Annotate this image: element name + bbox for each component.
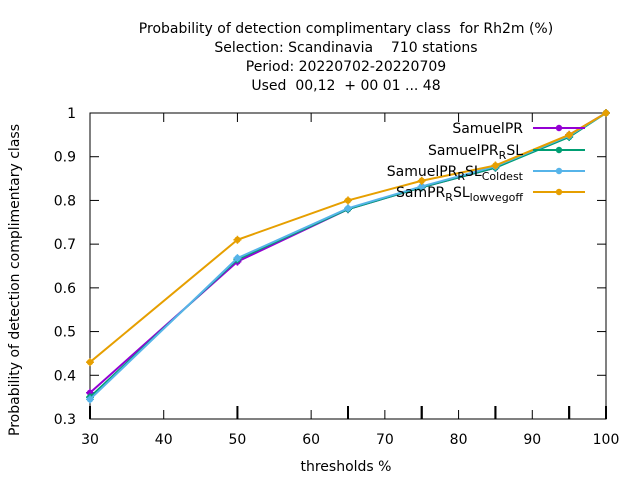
y-tick-label: 0.9 (54, 150, 76, 166)
x-axis-label: thresholds % (301, 459, 392, 475)
title-line: Period: 20220702-20220709 (246, 59, 446, 75)
legend-sample-marker (555, 124, 563, 132)
title-line: Used 00,12 + 00 01 ... 48 (251, 78, 440, 94)
plot-series (86, 109, 610, 404)
y-tick-label: 1 (67, 106, 76, 122)
chart-title: Probability of detection complimentary c… (139, 21, 553, 94)
y-axis-label: Probability of detection complimentary c… (7, 124, 23, 436)
y-tick-label: 0.7 (54, 237, 76, 253)
y-tick-label: 0.4 (54, 368, 76, 384)
series-line (89, 112, 607, 394)
x-tick-label: 50 (229, 432, 247, 448)
x-tick-label: 100 (593, 432, 620, 448)
y-tick-label: 0.8 (54, 193, 76, 209)
axis-ticks: 30 40 50 60 70 80 90 100 0.3 0.4 0.5 0.6 0.7 0.8 0.9 1 (54, 106, 620, 448)
title-line: Probability of detection complimentary c… (139, 21, 553, 37)
legend-label: SamuelPRRSL (428, 143, 523, 162)
y-tick-label: 0.6 (54, 281, 76, 297)
x-tick-label: 80 (450, 432, 468, 448)
x-tick-label: 90 (523, 432, 541, 448)
series-line (89, 112, 607, 401)
legend-sample-marker (555, 188, 563, 196)
y-tick-label: 0.5 (54, 325, 76, 341)
title-line: Selection: Scandinavia 710 stations (214, 40, 477, 56)
x-tick-label: 30 (81, 432, 99, 448)
x-tick-label: 70 (376, 432, 394, 448)
legend-label: SamuelPRRSLColdest (387, 164, 524, 183)
legend-sample-marker (555, 167, 563, 175)
legend-sample-marker (555, 146, 563, 154)
x-tick-label: 40 (155, 432, 173, 448)
series-line (89, 112, 607, 398)
legend-label: SamuelPR (452, 121, 523, 137)
y-tick-label: 0.3 (54, 412, 76, 428)
plot-frame (89, 112, 607, 420)
legend-label: SamPRRSLlowvegoff (396, 185, 523, 204)
x-tick-label: 60 (302, 432, 320, 448)
legend: SamuelPR SamuelPRRSL SamuelPRRSLColdest Sam… (387, 121, 585, 204)
